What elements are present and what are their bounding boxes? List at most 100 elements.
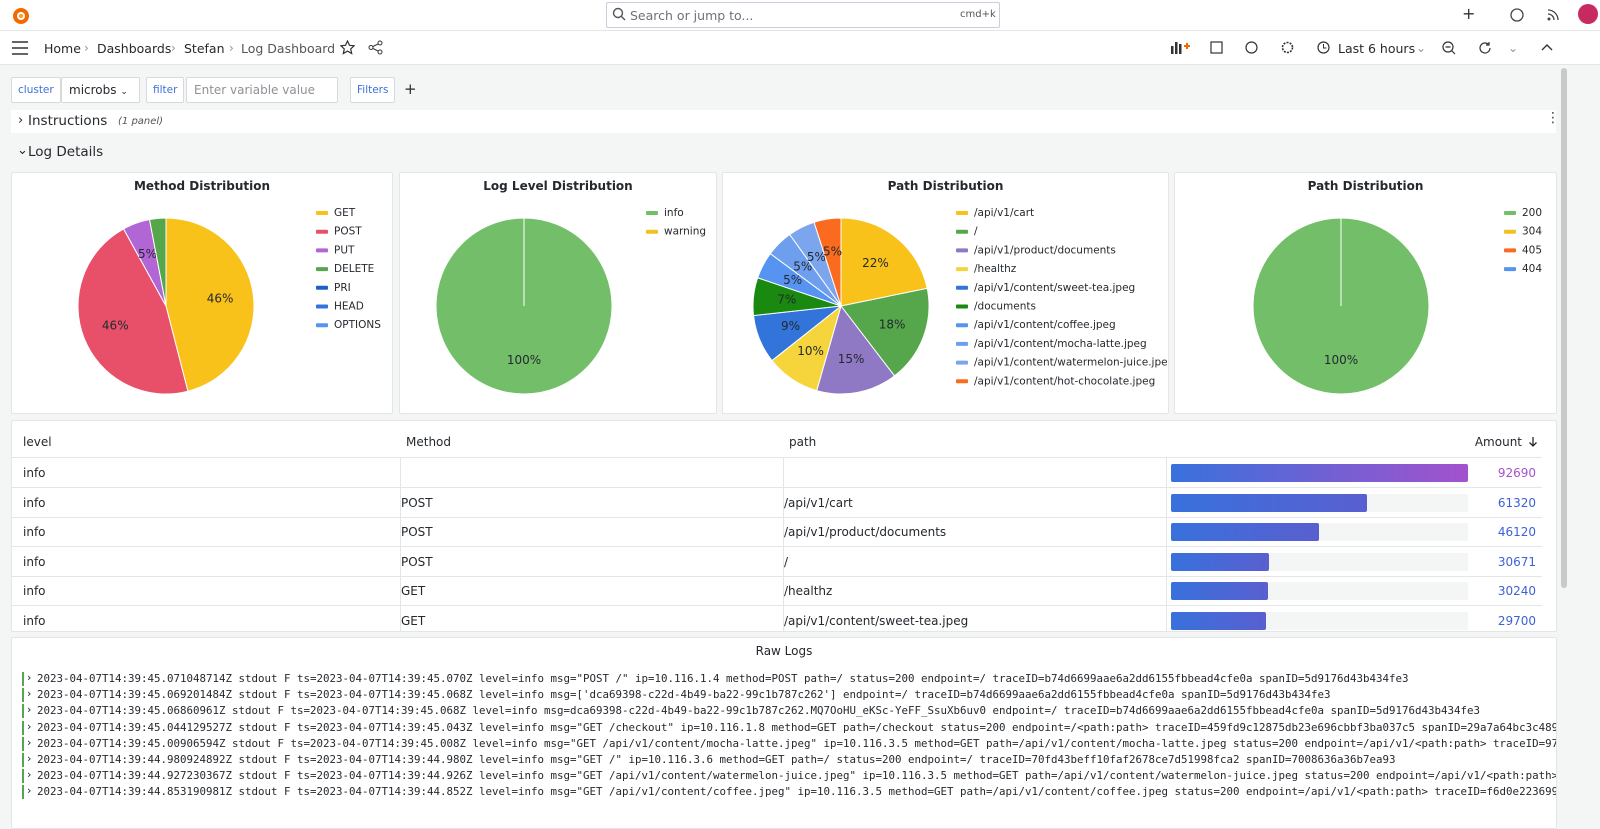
legend-swatch [1504, 211, 1516, 215]
slice-label: 100% [507, 353, 541, 367]
nav-bar [0, 31, 1600, 65]
legend-swatch [956, 341, 968, 346]
add-filter[interactable]: + [404, 80, 417, 98]
help-icon[interactable] [1510, 8, 1524, 22]
legend-swatch [316, 267, 328, 272]
slice-label: 22% [862, 256, 889, 270]
slice-label: 5% [793, 260, 812, 274]
cell-border [400, 576, 401, 605]
variable-label: filter [146, 77, 185, 103]
pie-chart: 100% 200 304 405 404 [1252, 207, 1542, 395]
dropdown-caret: ⌄ [1416, 41, 1427, 55]
legend-swatch [316, 285, 328, 290]
add-button[interactable]: + [1462, 4, 1476, 23]
slice-label: 10% [797, 344, 824, 358]
variable-select[interactable]: microbs ⌄ [61, 77, 140, 103]
info-icon[interactable] [1245, 41, 1258, 54]
refresh-icon[interactable] [1478, 41, 1492, 55]
drag-handle[interactable]: ⋮ [1546, 110, 1560, 126]
log-line: 2023-04-07T14:39:45.06860961Z stdout F t… [37, 704, 1481, 718]
panel-title: Method Distribution [133, 179, 271, 193]
breadcrumb-separator: › [84, 41, 89, 55]
search-box[interactable] [606, 2, 1000, 28]
zoom-out-icon[interactable] [1442, 41, 1456, 55]
row-title[interactable]: Log Details [28, 144, 104, 160]
slice-label: 5% [783, 273, 802, 287]
expand-icon[interactable]: › [27, 735, 32, 749]
legend-label: HEAD [334, 301, 364, 313]
pie-panel: Method Distribution 46% GET 46% POST 5% PUT DEL… [11, 172, 393, 414]
legend-label: / [974, 226, 978, 238]
column-header: level [23, 435, 52, 449]
menu-icon[interactable] [12, 41, 28, 55]
search-icon [612, 7, 626, 21]
save-icon[interactable] [1210, 41, 1223, 54]
cell-border [400, 487, 401, 517]
slice-label: 5% [138, 247, 157, 261]
table-cell: POST [401, 525, 433, 539]
legend-label: GET [334, 207, 356, 219]
log-line: 2023-04-07T14:39:45.044129527Z stdout F … [37, 720, 1557, 734]
table-cell: info [23, 466, 46, 480]
refresh-caret[interactable]: ⌄ [1508, 41, 1519, 55]
pie-chart: 46% GET 46% POST 5% PUT DELETE PRI HEAD OPTIONS [77, 207, 381, 395]
log-level-bar [22, 769, 24, 784]
amount-value: 46120 [1497, 525, 1536, 539]
avatar[interactable] [1578, 4, 1598, 24]
table-panel: level Method path Amount info 92690 info POST/a… [11, 420, 1557, 632]
log-line: 2023-04-07T14:39:44.927230367Z stdout F … [37, 769, 1557, 783]
row-title[interactable]: Instructions [28, 113, 108, 129]
cell-border [400, 458, 401, 487]
grafana-logo[interactable] [10, 5, 32, 27]
legend-swatch [956, 285, 968, 290]
table-cell: info [23, 495, 46, 510]
table-cell: /api/v1/cart [784, 495, 853, 510]
row-toggle[interactable]: ⌄ [17, 143, 28, 158]
news-icon[interactable] [1546, 8, 1560, 22]
log-level-bar [22, 720, 24, 735]
row-toggle[interactable]: › [18, 113, 24, 128]
expand-icon[interactable]: › [27, 687, 32, 701]
cell-border [1166, 605, 1167, 631]
log-level-bar [22, 672, 24, 686]
settings-icon[interactable] [1281, 41, 1294, 54]
collapse-icon[interactable] [1541, 42, 1553, 52]
time-range[interactable]: Last 6 hours [1338, 41, 1416, 56]
pie-slice [165, 217, 255, 392]
breadcrumb[interactable]: Dashboards [97, 41, 172, 56]
breadcrumb[interactable]: Stefan [184, 41, 225, 56]
row-border [12, 605, 1542, 606]
expand-icon[interactable]: › [27, 752, 32, 765]
breadcrumb[interactable]: Home [44, 41, 81, 56]
row-border [12, 516, 1542, 518]
table-cell: info [23, 584, 46, 598]
variable-input[interactable] [186, 77, 338, 103]
cell-border [1166, 576, 1167, 605]
legend-swatch [956, 360, 968, 365]
scrollbar[interactable] [1561, 68, 1567, 588]
slice-label: 100% [1324, 353, 1358, 367]
cell-border [400, 546, 401, 576]
legend-swatch [956, 267, 968, 272]
row-border [12, 546, 1542, 547]
legend-label: DELETE [334, 263, 374, 275]
star-icon[interactable] [340, 40, 355, 55]
legend-swatch [646, 211, 658, 215]
legend-label: 200 [1522, 207, 1542, 219]
legend-label: /api/v1/cart [974, 207, 1034, 219]
legend-label: POST [334, 226, 362, 238]
legend-swatch [956, 379, 968, 384]
legend-label: /api/v1/content/watermelon-juice.jpeg [974, 357, 1169, 369]
amount-value: 29700 [1497, 613, 1536, 628]
expand-icon[interactable]: › [27, 784, 32, 798]
legend-label: 404 [1522, 263, 1542, 275]
expand-icon[interactable]: › [27, 768, 32, 782]
expand-icon[interactable]: › [27, 703, 32, 717]
expand-icon[interactable]: › [27, 719, 32, 733]
expand-icon[interactable]: › [27, 671, 32, 684]
filters-button[interactable]: Filters [350, 77, 396, 103]
gauge-bar [1171, 611, 1267, 630]
table-cell: /api/v1/content/sweet-tea.jpeg [784, 613, 969, 628]
share-icon[interactable] [368, 40, 383, 55]
add-panel-icon[interactable] [1170, 40, 1190, 54]
